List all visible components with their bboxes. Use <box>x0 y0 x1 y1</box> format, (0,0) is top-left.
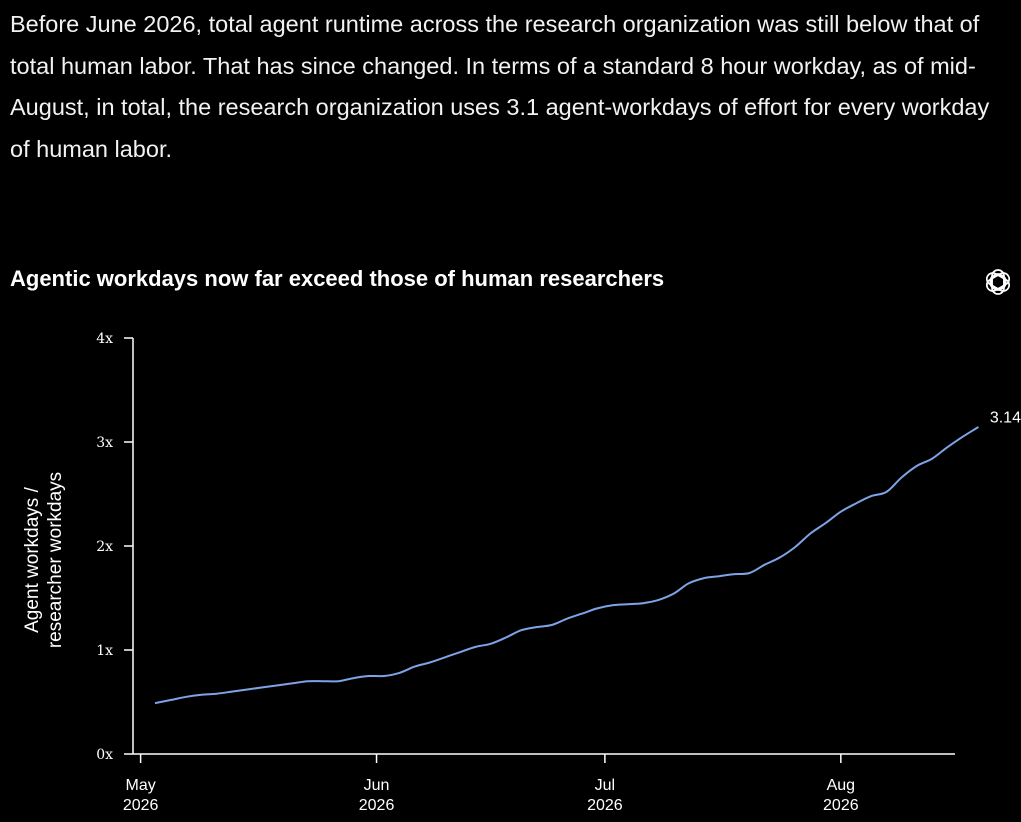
data-point <box>535 626 537 628</box>
data-point <box>916 465 918 467</box>
data-point <box>550 624 552 626</box>
data-point <box>733 573 735 575</box>
data-point <box>657 599 659 601</box>
data-point <box>170 699 172 701</box>
y-tick-label: 2x <box>96 539 113 555</box>
data-point <box>261 686 263 688</box>
data-point <box>764 564 766 566</box>
data-point <box>307 680 309 682</box>
data-point <box>596 607 598 609</box>
x-tick-label-line: 2026 <box>359 797 395 814</box>
openai-logo-icon <box>985 269 1011 295</box>
x-tick-label-line: 2026 <box>587 797 623 814</box>
data-point <box>855 502 857 504</box>
end-value-label: 3.14x <box>990 409 1021 426</box>
data-point <box>322 680 324 682</box>
y-tick-label: 4x <box>96 331 113 347</box>
x-tick-label: Jun 2026 <box>359 777 395 814</box>
y-tick-label: 3x <box>96 435 113 451</box>
data-point <box>368 675 370 677</box>
data-point <box>231 690 233 692</box>
x-tick-label-line: Jul <box>595 777 615 794</box>
data-point <box>292 682 294 684</box>
y-tick-label: 1x <box>96 643 113 659</box>
data-point <box>748 572 750 574</box>
y-axis: 0x 1x 2x 3x 4x <box>96 331 134 763</box>
data-point <box>383 675 385 677</box>
x-tick-label: Aug 2026 <box>823 777 859 814</box>
data-point <box>155 702 157 704</box>
data-point <box>840 511 842 513</box>
data-point <box>429 661 431 663</box>
data-point <box>718 575 720 577</box>
data-point <box>977 426 979 428</box>
data-point <box>901 476 903 478</box>
data-point <box>200 694 202 696</box>
data-point <box>185 696 187 698</box>
data-point <box>459 651 461 653</box>
data-point <box>520 629 522 631</box>
data-point <box>246 688 248 690</box>
y-tick-label: 0x <box>96 747 113 763</box>
data-point <box>946 446 948 448</box>
x-tick-label: May 2026 <box>123 777 159 814</box>
data-point <box>672 593 674 595</box>
x-tick-label-line: Jun <box>364 777 390 794</box>
x-axis: May 2026 Jun 2026 Jul 2026 Aug 2026 <box>123 753 955 814</box>
data-point <box>337 680 339 682</box>
data-point <box>490 643 492 645</box>
data-point <box>581 612 583 614</box>
data-point <box>353 677 355 679</box>
data-point <box>398 672 400 674</box>
data-point <box>809 532 811 534</box>
y-axis-title-line: Agent workdays / <box>22 486 43 632</box>
data-point <box>276 684 278 686</box>
chart-title: Agentic workdays now far exceed those of… <box>10 266 665 291</box>
y-axis-title-line: researcher workdays <box>45 472 66 648</box>
x-tick-label: Jul 2026 <box>587 777 623 814</box>
data-point <box>687 582 689 584</box>
series-group <box>154 426 979 704</box>
y-axis-title-text: Agent workdays / researcher workdays <box>22 472 66 648</box>
data-point <box>216 693 218 695</box>
data-point <box>961 436 963 438</box>
intro-paragraph: Before June 2026, total agent runtime ac… <box>10 11 990 162</box>
data-point <box>824 522 826 524</box>
data-point <box>885 491 887 493</box>
data-point <box>703 577 705 579</box>
data-point <box>931 457 933 459</box>
x-tick-label-line: 2026 <box>823 797 859 814</box>
data-point <box>444 656 446 658</box>
series-line <box>154 426 979 704</box>
data-point <box>779 556 781 558</box>
data-point <box>474 646 476 648</box>
data-point <box>642 602 644 604</box>
data-point <box>627 603 629 605</box>
x-tick-label-line: 2026 <box>123 797 159 814</box>
data-point <box>611 604 613 606</box>
data-point <box>870 495 872 497</box>
data-point <box>413 665 415 667</box>
data-point <box>566 618 568 620</box>
x-tick-label-line: May <box>125 777 155 794</box>
x-tick-label-line: Aug <box>827 777 855 794</box>
data-point <box>794 546 796 548</box>
data-point <box>505 636 507 638</box>
y-axis-title: Agent workdays / researcher workdays <box>22 472 66 648</box>
